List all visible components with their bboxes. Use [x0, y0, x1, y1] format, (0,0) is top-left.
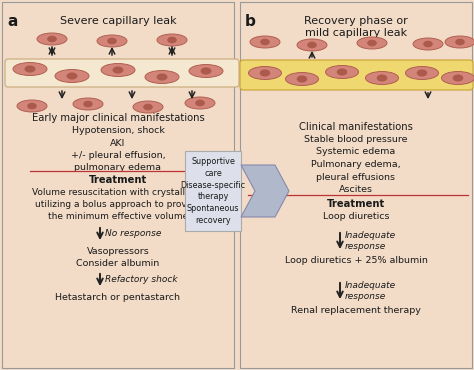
- FancyBboxPatch shape: [5, 59, 239, 87]
- Ellipse shape: [357, 37, 387, 49]
- Ellipse shape: [248, 67, 282, 80]
- Ellipse shape: [365, 71, 399, 84]
- Ellipse shape: [25, 65, 36, 73]
- Text: Treatment: Treatment: [327, 199, 385, 209]
- Text: Loop diuretics + 25% albumin: Loop diuretics + 25% albumin: [284, 256, 428, 265]
- Ellipse shape: [367, 40, 377, 46]
- Ellipse shape: [377, 74, 387, 81]
- Ellipse shape: [250, 36, 280, 48]
- Text: Stable blood pressure
Systemic edema
Pulmonary edema,
pleural effusions
Ascites: Stable blood pressure Systemic edema Pul…: [304, 135, 408, 194]
- Ellipse shape: [297, 75, 307, 83]
- Text: Inadequate
response: Inadequate response: [345, 231, 396, 251]
- Ellipse shape: [27, 103, 37, 109]
- Ellipse shape: [297, 39, 327, 51]
- Ellipse shape: [13, 63, 47, 75]
- FancyBboxPatch shape: [240, 60, 473, 90]
- Ellipse shape: [185, 97, 215, 109]
- Ellipse shape: [112, 67, 123, 74]
- Ellipse shape: [423, 41, 433, 47]
- Ellipse shape: [55, 70, 89, 83]
- Text: Inadequate
response: Inadequate response: [345, 281, 396, 301]
- Ellipse shape: [101, 64, 135, 77]
- Text: Recovery phase or
mild capillary leak: Recovery phase or mild capillary leak: [304, 16, 408, 38]
- Text: Severe capillary leak: Severe capillary leak: [60, 16, 176, 26]
- Ellipse shape: [417, 70, 427, 77]
- Ellipse shape: [17, 100, 47, 112]
- Ellipse shape: [156, 73, 167, 81]
- Ellipse shape: [167, 37, 177, 43]
- Ellipse shape: [37, 33, 67, 45]
- Ellipse shape: [337, 68, 347, 75]
- Ellipse shape: [83, 101, 93, 107]
- Text: Treatment: Treatment: [89, 175, 147, 185]
- Ellipse shape: [143, 104, 153, 110]
- Ellipse shape: [285, 73, 319, 85]
- Text: Loop diuretics: Loop diuretics: [323, 212, 389, 221]
- Ellipse shape: [107, 38, 117, 44]
- Ellipse shape: [413, 38, 443, 50]
- Ellipse shape: [73, 98, 103, 110]
- Text: b: b: [245, 14, 256, 29]
- Ellipse shape: [455, 39, 465, 45]
- Ellipse shape: [145, 71, 179, 84]
- Text: Hypotension, shock
AKI
+/- pleural effusion,
pulmonary edema: Hypotension, shock AKI +/- pleural effus…: [71, 126, 165, 172]
- Ellipse shape: [189, 64, 223, 77]
- Ellipse shape: [260, 70, 270, 77]
- Text: Early major clinical manifestations: Early major clinical manifestations: [32, 113, 204, 123]
- Ellipse shape: [201, 67, 211, 75]
- Ellipse shape: [97, 35, 127, 47]
- Text: a: a: [7, 14, 18, 29]
- Text: Clinical manifestations: Clinical manifestations: [299, 122, 413, 132]
- Ellipse shape: [441, 71, 474, 84]
- Text: Volume resuscitation with crystalloids
utilizing a bolus approach to provide
the: Volume resuscitation with crystalloids u…: [32, 188, 204, 221]
- Text: No response: No response: [105, 229, 161, 239]
- Ellipse shape: [47, 36, 57, 42]
- Text: Hetastarch or pentastarch: Hetastarch or pentastarch: [55, 293, 181, 302]
- Ellipse shape: [260, 39, 270, 45]
- FancyBboxPatch shape: [240, 2, 472, 368]
- Text: Supportive
care
Disease-specific
therapy
Spontaneous
recovery: Supportive care Disease-specific therapy…: [181, 157, 246, 225]
- Ellipse shape: [133, 101, 163, 113]
- Text: Renal replacement therapy: Renal replacement therapy: [291, 306, 421, 315]
- Polygon shape: [241, 165, 289, 217]
- FancyBboxPatch shape: [2, 2, 234, 368]
- Ellipse shape: [405, 67, 438, 80]
- Ellipse shape: [453, 74, 463, 81]
- Ellipse shape: [66, 73, 77, 80]
- Text: Vasopressors
Consider albumin: Vasopressors Consider albumin: [76, 247, 160, 269]
- FancyBboxPatch shape: [185, 151, 241, 231]
- Ellipse shape: [157, 34, 187, 46]
- Text: Refactory shock: Refactory shock: [105, 276, 178, 285]
- Ellipse shape: [326, 65, 358, 78]
- Ellipse shape: [445, 36, 474, 48]
- Ellipse shape: [307, 42, 317, 48]
- Ellipse shape: [195, 100, 205, 106]
